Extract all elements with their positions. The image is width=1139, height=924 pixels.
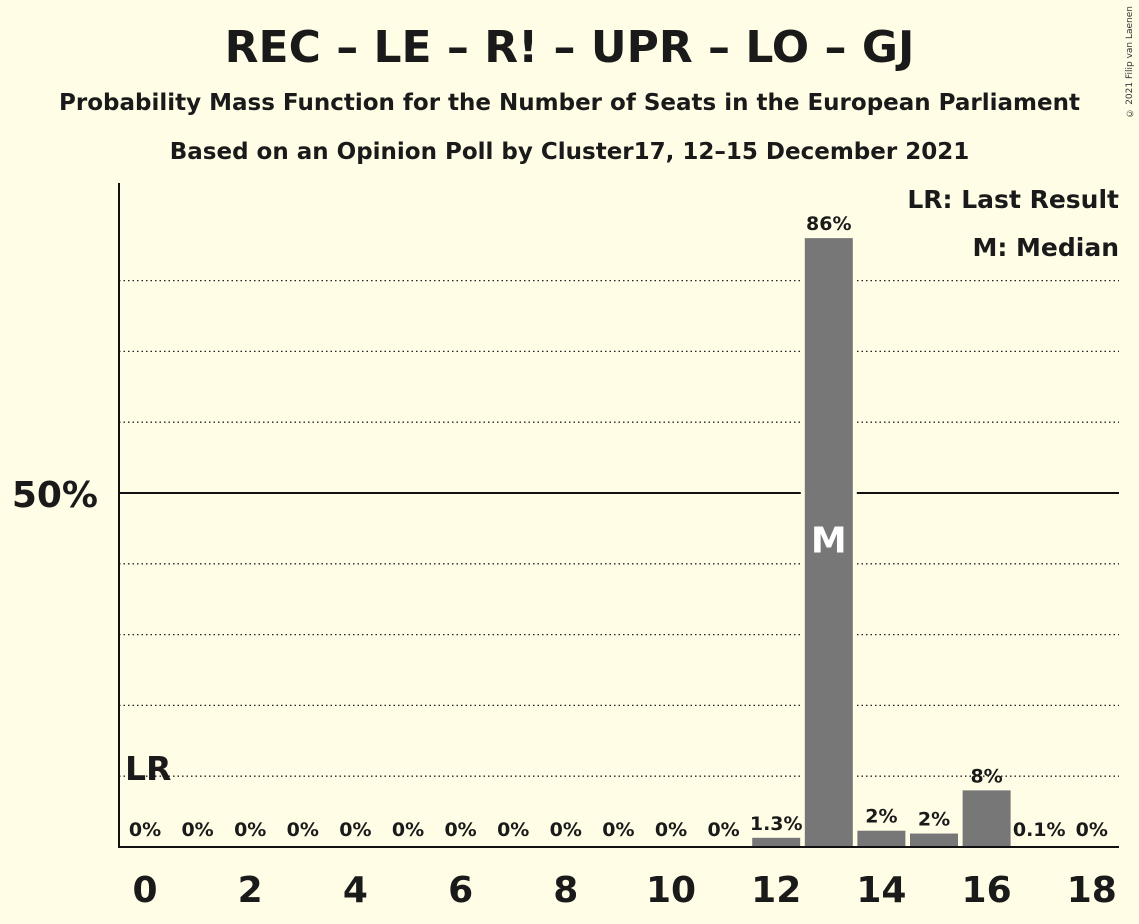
x-tick-label: 16 — [962, 870, 1012, 911]
chart-title: REC – LE – R! – UPR – LO – GJ — [224, 22, 915, 73]
chart-subtitle: Probability Mass Function for the Number… — [59, 90, 1080, 116]
data-label: 0% — [181, 819, 213, 841]
x-tick-label: 6 — [448, 870, 473, 911]
median-marker: M — [811, 521, 847, 562]
data-label: 0% — [497, 819, 529, 841]
data-label: 0% — [234, 819, 266, 841]
data-label: 0% — [129, 819, 161, 841]
data-label: 0% — [602, 819, 634, 841]
x-tick-label: 12 — [751, 870, 801, 911]
x-tick-label: 4 — [343, 870, 368, 911]
y-tick-label: 50% — [12, 475, 98, 516]
x-tick-label: 14 — [856, 870, 906, 911]
data-label: 0% — [392, 819, 424, 841]
data-label: 0% — [550, 819, 582, 841]
data-label: 0% — [655, 819, 687, 841]
data-label: 0% — [444, 819, 476, 841]
data-label: 0% — [707, 819, 739, 841]
data-label: 2% — [918, 809, 950, 831]
legend-median: M: Median — [972, 233, 1119, 262]
chart-source: Based on an Opinion Poll by Cluster17, 1… — [169, 139, 970, 165]
bar — [962, 790, 1011, 847]
data-label: 86% — [806, 213, 851, 235]
data-label: 0% — [287, 819, 319, 841]
data-label: 0.1% — [1013, 819, 1066, 841]
bar — [752, 837, 801, 847]
x-tick-label: 18 — [1067, 870, 1117, 911]
bar — [857, 830, 906, 847]
data-label: 0% — [339, 819, 371, 841]
data-label: 2% — [865, 806, 897, 828]
legend-last-result: LR: Last Result — [907, 185, 1119, 214]
bar — [804, 238, 853, 847]
x-tick-label: 2 — [238, 870, 263, 911]
data-label: 1.3% — [750, 813, 803, 835]
x-tick-label: 0 — [132, 870, 157, 911]
x-tick-label: 10 — [646, 870, 696, 911]
x-tick-label: 8 — [553, 870, 578, 911]
last-result-marker: LR — [125, 749, 171, 788]
data-label: 8% — [970, 765, 1002, 787]
data-label: 0% — [1076, 819, 1108, 841]
bar — [910, 833, 958, 847]
